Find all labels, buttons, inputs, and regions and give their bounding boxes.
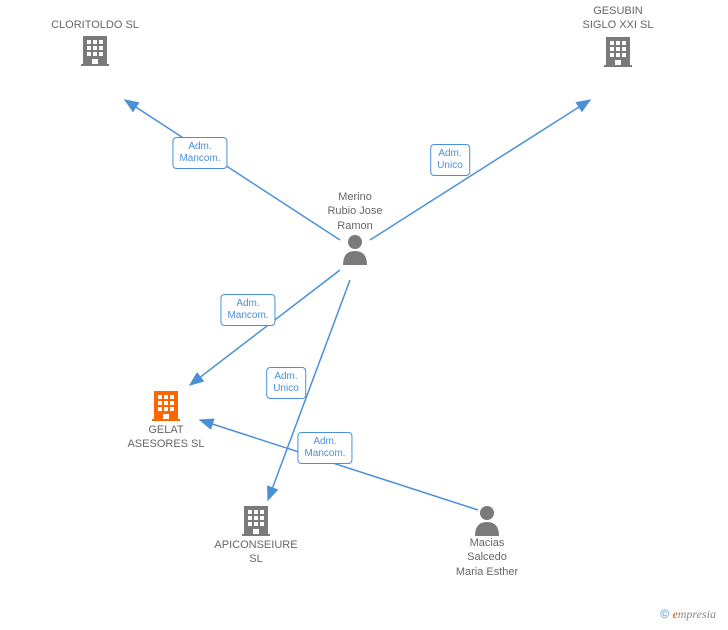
building-icon [77,32,113,68]
building-icon [238,502,274,538]
node-macias[interactable]: Macias Salcedo Maria Esther [420,504,555,579]
footer-watermark: © empresia [660,607,716,622]
edge-label: Adm. Mancom. [297,432,352,464]
node-label: Macias Salcedo Maria Esther [420,536,555,579]
edge-label: Adm. Unico [266,367,306,399]
node-label: APICONSEIURE SL [206,538,306,567]
node-merino[interactable]: Merino Rubio Jose Ramon [298,190,413,265]
edges-layer [0,0,728,630]
node-apiconseiure[interactable]: APICONSEIURE SL [206,502,306,567]
person-icon [473,504,501,536]
copyright-symbol: © [660,607,669,621]
brand-name: empresia [672,607,716,621]
node-gesubin[interactable]: GESUBIN SIGLO XXI SL [568,4,668,69]
edge-label: Adm. Mancom. [220,294,275,326]
person-icon [341,233,369,265]
node-cloritoldo[interactable]: CLORITOLDO SL [45,18,145,68]
edge-label: Adm. Unico [430,144,470,176]
node-label: Merino Rubio Jose Ramon [298,190,413,233]
edge-label: Adm. Mancom. [172,137,227,169]
node-label: CLORITOLDO SL [45,18,145,32]
node-label: GELAT ASESORES SL [116,423,216,452]
node-gelat[interactable]: GELAT ASESORES SL [116,387,216,452]
edge-line [190,270,340,385]
node-label: GESUBIN SIGLO XXI SL [568,4,668,33]
building-icon [148,387,184,423]
building-icon [600,33,636,69]
